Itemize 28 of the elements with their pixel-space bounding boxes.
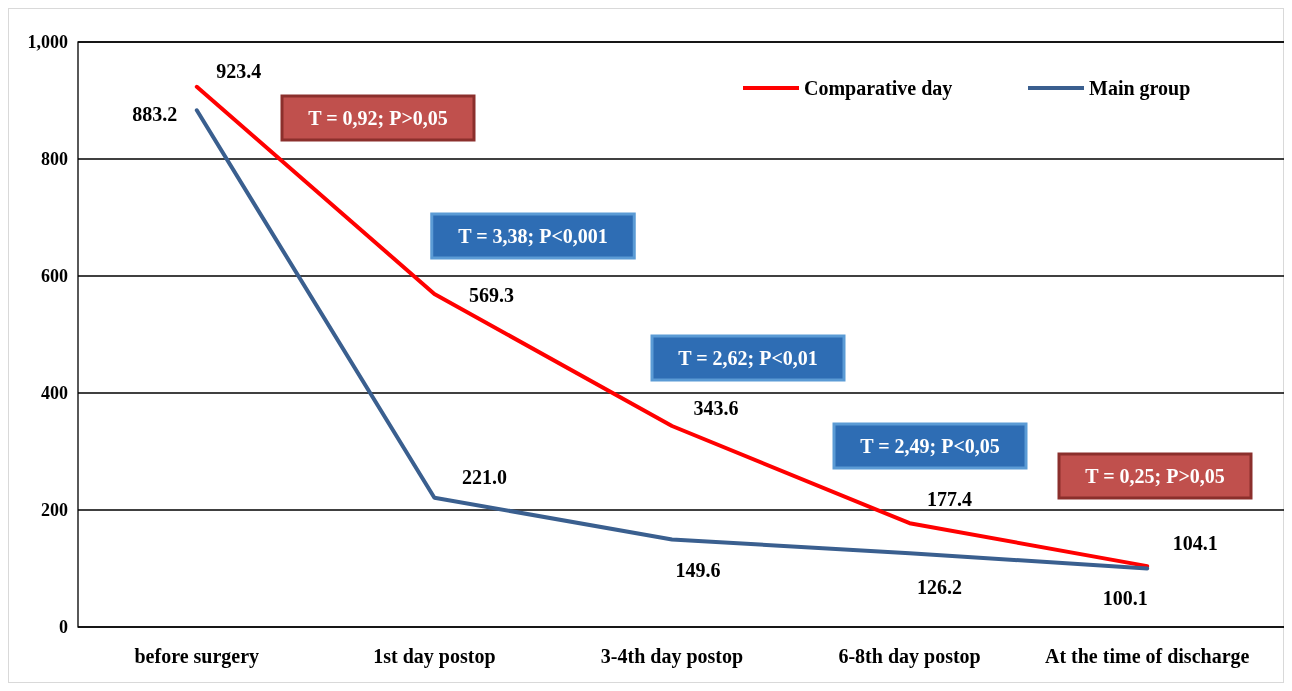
annotation: T = 0,25; P>0,05 [1085, 465, 1225, 487]
legend-label: Main group [1089, 77, 1191, 100]
annotation: T = 0,92; P>0,05 [308, 107, 448, 129]
x-tick-label: 3-4th day postop [600, 645, 744, 668]
x-tick-label: 1st day postop [373, 645, 496, 668]
x-tick-label: 6-8th day postop [838, 645, 981, 668]
y-tick-label: 600 [41, 266, 68, 287]
y-tick-label: 0 [59, 617, 68, 638]
annotation: T = 2,62; P<0,01 [678, 347, 818, 369]
y-tick-label: 1,000 [27, 32, 68, 53]
y-tick-label: 400 [41, 383, 68, 404]
legend-label: Comparative day [804, 77, 953, 100]
x-tick-label: before surgery [134, 645, 260, 668]
data-label: 221.0 [461, 465, 507, 488]
y-tick-label: 800 [41, 149, 68, 170]
data-label: 177.4 [927, 488, 973, 511]
y-tick-label: 200 [41, 500, 68, 521]
data-label: 923.4 [216, 59, 262, 82]
x-tick-label: At the time of discharge [1045, 645, 1250, 668]
data-label: 100.1 [1102, 587, 1148, 610]
data-label: 104.1 [1172, 532, 1218, 555]
data-label: 343.6 [693, 396, 739, 419]
data-label: 126.2 [917, 576, 963, 599]
data-label: 883.2 [132, 103, 178, 126]
data-label: 149.6 [675, 559, 721, 582]
data-label: 569.3 [468, 283, 514, 306]
annotation: T = 2,49; P<0,05 [860, 435, 1000, 457]
annotation: T = 3,38; P<0,001 [458, 225, 608, 247]
